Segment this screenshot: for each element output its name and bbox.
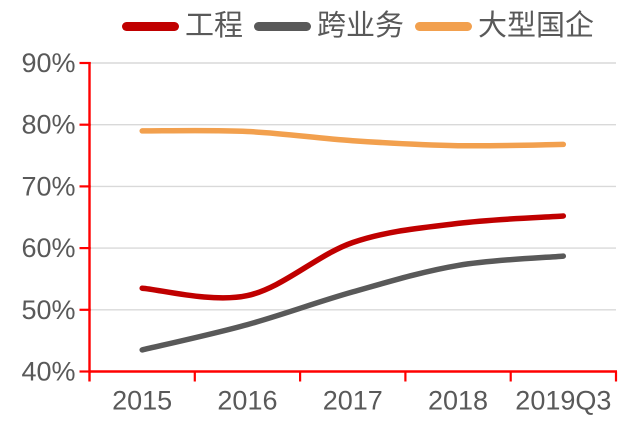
x-axis-label: 2019Q3	[515, 386, 611, 416]
series-line-2	[139, 127, 567, 149]
series-line-1	[139, 253, 567, 353]
legend-item-kuayewu: 跨业务	[254, 10, 405, 43]
y-axis-label: 60%	[21, 233, 75, 263]
legend-label-gongcheng: 工程	[185, 10, 244, 42]
x-axis-label: 2016	[217, 386, 277, 416]
y-axis-label: 90%	[21, 48, 75, 78]
legend-label-kuayewu: 跨业务	[317, 10, 405, 42]
legend-swatch-gongcheng	[122, 22, 179, 32]
legend-swatch-kuayewu	[254, 22, 312, 32]
y-axis-label: 50%	[21, 295, 75, 325]
y-axis-label: 70%	[21, 171, 75, 201]
legend-item-gongcheng: 工程	[122, 10, 244, 43]
x-axis-label: 2015	[112, 386, 172, 416]
legend-item-daxingguoqi: 大型国企	[415, 10, 595, 43]
legend-swatch-daxingguoqi	[415, 22, 473, 32]
x-axis-label: 2017	[323, 386, 383, 416]
y-axis-label: 80%	[21, 110, 75, 140]
x-axis-label: 2018	[428, 386, 488, 416]
series-line-0	[139, 213, 567, 301]
legend-label-daxingguoqi: 大型国企	[478, 10, 595, 42]
y-axis-label: 40%	[21, 357, 75, 387]
legend: 工程 跨业务 大型国企	[122, 10, 595, 43]
